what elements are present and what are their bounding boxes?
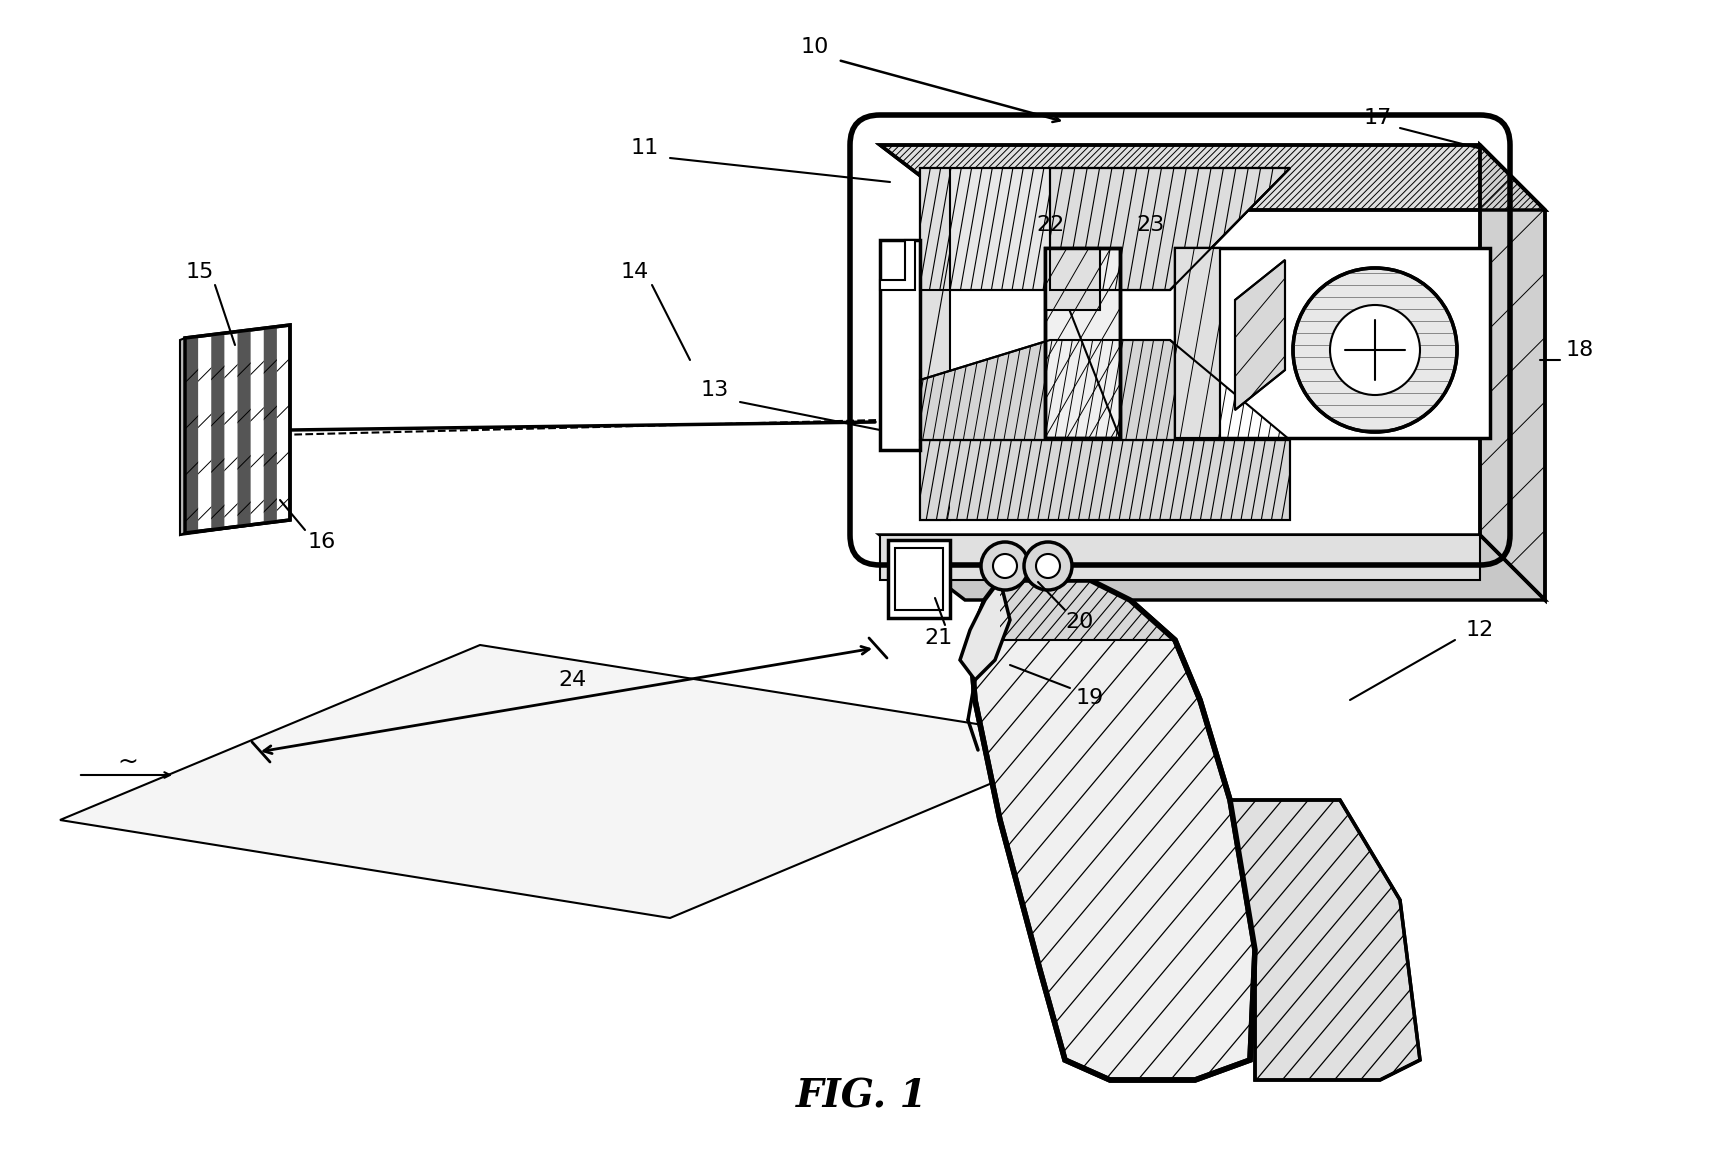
Polygon shape xyxy=(880,534,1480,580)
Polygon shape xyxy=(888,540,950,618)
Circle shape xyxy=(994,554,1018,578)
Polygon shape xyxy=(919,340,1290,440)
Polygon shape xyxy=(880,240,919,450)
Text: 23: 23 xyxy=(1135,214,1164,236)
Polygon shape xyxy=(210,333,224,530)
Text: 12: 12 xyxy=(1466,620,1494,640)
Polygon shape xyxy=(185,336,198,533)
Polygon shape xyxy=(1230,800,1420,1081)
Text: 17: 17 xyxy=(1364,108,1392,128)
Circle shape xyxy=(982,541,1030,590)
Polygon shape xyxy=(1000,580,1175,640)
Circle shape xyxy=(1294,268,1458,432)
Text: 22: 22 xyxy=(1037,214,1064,236)
Text: ~: ~ xyxy=(117,750,138,774)
Polygon shape xyxy=(919,168,1290,289)
Polygon shape xyxy=(238,329,250,526)
Polygon shape xyxy=(179,338,185,534)
Polygon shape xyxy=(1175,248,1490,438)
Polygon shape xyxy=(1051,168,1290,289)
Text: 15: 15 xyxy=(186,263,214,282)
Polygon shape xyxy=(60,645,1090,918)
Circle shape xyxy=(1330,305,1420,395)
Text: 18: 18 xyxy=(1566,340,1594,360)
Polygon shape xyxy=(185,325,290,533)
Polygon shape xyxy=(880,145,1546,210)
Polygon shape xyxy=(1235,260,1285,410)
Polygon shape xyxy=(919,440,1290,520)
Text: 14: 14 xyxy=(621,263,649,282)
Text: 11: 11 xyxy=(631,138,659,158)
Text: 13: 13 xyxy=(700,380,730,400)
Polygon shape xyxy=(1045,248,1120,438)
Circle shape xyxy=(1037,554,1059,578)
Text: 24: 24 xyxy=(557,670,587,690)
Polygon shape xyxy=(880,145,1480,534)
Polygon shape xyxy=(1045,248,1101,311)
Polygon shape xyxy=(919,168,950,520)
Polygon shape xyxy=(1480,145,1546,600)
Polygon shape xyxy=(880,534,1546,600)
Text: 10: 10 xyxy=(800,38,830,57)
Polygon shape xyxy=(1175,248,1220,438)
Polygon shape xyxy=(961,580,1011,680)
Text: 21: 21 xyxy=(925,628,952,648)
Text: FIG. 1: FIG. 1 xyxy=(797,1077,928,1115)
Circle shape xyxy=(1025,541,1071,590)
Text: 16: 16 xyxy=(307,532,336,552)
Polygon shape xyxy=(969,580,1256,1081)
Text: 19: 19 xyxy=(1076,688,1104,708)
Text: 20: 20 xyxy=(1066,612,1094,632)
Polygon shape xyxy=(880,240,914,289)
Polygon shape xyxy=(264,327,278,523)
